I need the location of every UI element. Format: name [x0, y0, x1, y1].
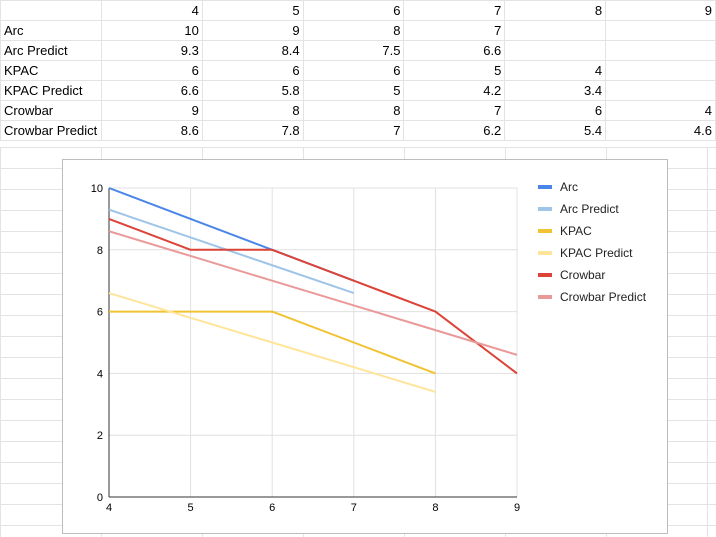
value-cell[interactable]: 6 — [504, 100, 607, 121]
value-cell[interactable]: 6.2 — [403, 120, 506, 141]
table-row: KPAC 6 6 6 5 4 — [0, 60, 716, 81]
x-tick-label: 6 — [269, 502, 275, 514]
table-row: Arc 10 9 8 7 — [0, 20, 716, 41]
value-cell[interactable] — [504, 20, 607, 41]
legend-label: Arc — [560, 180, 578, 194]
value-cell[interactable]: 7.8 — [201, 120, 304, 141]
legend-swatch — [538, 251, 552, 255]
x-tick-label: 7 — [351, 502, 357, 514]
value-cell[interactable]: 4 — [605, 100, 716, 121]
line-chart[interactable]: 4 5 6 7 8 9 0 2 4 6 8 10 Arc Arc Predict KPAC KPAC Pred… — [62, 159, 668, 534]
header-x-cell[interactable]: 9 — [605, 0, 716, 21]
series-line-crowbar-predict — [108, 230, 518, 356]
table-row: KPAC Predict 6.6 5.8 5 4.2 3.4 — [0, 80, 716, 101]
y-tick-label: 4 — [97, 368, 103, 380]
value-cell[interactable]: 3.4 — [504, 80, 607, 101]
row-label-cell[interactable]: Arc — [0, 20, 102, 41]
legend-swatch — [538, 229, 552, 233]
value-cell[interactable]: 8.4 — [201, 40, 304, 61]
value-cell[interactable]: 4 — [504, 60, 607, 81]
legend-label: KPAC — [560, 224, 592, 238]
row-label-cell[interactable]: Crowbar — [0, 100, 102, 121]
legend-swatch — [538, 295, 552, 299]
value-cell[interactable]: 7 — [302, 120, 405, 141]
header-x-cell[interactable]: 7 — [403, 0, 506, 21]
y-tick-label: 10 — [91, 183, 103, 195]
row-label-cell[interactable]: Crowbar Predict — [0, 120, 102, 141]
value-cell[interactable]: 7.5 — [302, 40, 405, 61]
value-cell[interactable]: 6 — [201, 60, 304, 81]
row-label-cell[interactable]: Arc Predict — [0, 40, 102, 61]
legend-swatch — [538, 273, 552, 277]
series-line-kpac — [109, 310, 436, 375]
value-cell[interactable]: 6 — [100, 60, 203, 81]
table-row: Arc Predict 9.3 8.4 7.5 6.6 — [0, 40, 716, 61]
header-x-cell[interactable]: 6 — [302, 0, 405, 21]
header-x-cell[interactable]: 4 — [100, 0, 203, 21]
header-corner-cell[interactable] — [0, 0, 102, 21]
value-cell[interactable]: 8 — [302, 20, 405, 41]
legend-swatch — [538, 185, 552, 189]
value-cell[interactable]: 5.4 — [504, 120, 607, 141]
value-cell[interactable]: 6 — [302, 60, 405, 81]
legend-label: KPAC Predict — [560, 246, 633, 260]
value-cell[interactable] — [504, 40, 607, 61]
x-tick-label: 9 — [514, 502, 520, 514]
y-tick-label: 2 — [97, 430, 103, 442]
data-table: 4 5 6 7 8 9 Arc 10 9 8 7 Arc Predict 9.3 8.4 7.5 6.6 KPA… — [0, 0, 716, 141]
value-cell[interactable]: 7 — [403, 100, 506, 121]
value-cell[interactable]: 4.6 — [605, 120, 716, 141]
value-cell[interactable]: 6.6 — [100, 80, 203, 101]
table-row: Crowbar 9 8 8 7 6 4 — [0, 100, 716, 121]
value-cell[interactable]: 9 — [201, 20, 304, 41]
value-cell[interactable] — [605, 20, 716, 41]
legend-label: Crowbar — [560, 268, 605, 282]
header-x-cell[interactable]: 5 — [201, 0, 304, 21]
value-cell[interactable]: 8 — [302, 100, 405, 121]
value-cell[interactable]: 9 — [100, 100, 203, 121]
x-tick-label: 5 — [188, 502, 194, 514]
x-tick-label: 8 — [432, 502, 438, 514]
value-cell[interactable]: 8 — [201, 100, 304, 121]
y-tick-label: 0 — [97, 492, 103, 504]
y-tick-label: 6 — [97, 307, 103, 319]
value-cell[interactable]: 10 — [100, 20, 203, 41]
legend-swatch — [538, 207, 552, 211]
value-cell[interactable]: 6.6 — [403, 40, 506, 61]
y-tick-label: 8 — [97, 245, 103, 257]
series-line-crowbar — [108, 217, 518, 375]
legend-label: Crowbar Predict — [560, 290, 647, 304]
table-row: Crowbar Predict 8.6 7.8 7 6.2 5.4 4.6 — [0, 120, 716, 141]
series-line-arc-predict — [108, 208, 355, 295]
value-cell[interactable] — [605, 60, 716, 81]
value-cell[interactable]: 4.2 — [403, 80, 506, 101]
row-label-cell[interactable]: KPAC — [0, 60, 102, 81]
value-cell[interactable]: 5 — [403, 60, 506, 81]
legend-label: Arc Predict — [560, 202, 619, 216]
value-cell[interactable] — [605, 40, 716, 61]
value-cell[interactable]: 5 — [302, 80, 405, 101]
chart-svg: 4 5 6 7 8 9 0 2 4 6 8 10 Arc Arc Predict KPAC KPAC Pred… — [91, 180, 647, 514]
value-cell[interactable]: 7 — [403, 20, 506, 41]
value-cell[interactable]: 8.6 — [100, 120, 203, 141]
x-tick-label: 4 — [106, 502, 112, 514]
header-x-cell[interactable]: 8 — [504, 0, 607, 21]
value-cell[interactable] — [605, 80, 716, 101]
row-label-cell[interactable]: KPAC Predict — [0, 80, 102, 101]
value-cell[interactable]: 9.3 — [100, 40, 203, 61]
value-cell[interactable]: 5.8 — [201, 80, 304, 101]
series-line-kpac-predict — [108, 292, 436, 393]
